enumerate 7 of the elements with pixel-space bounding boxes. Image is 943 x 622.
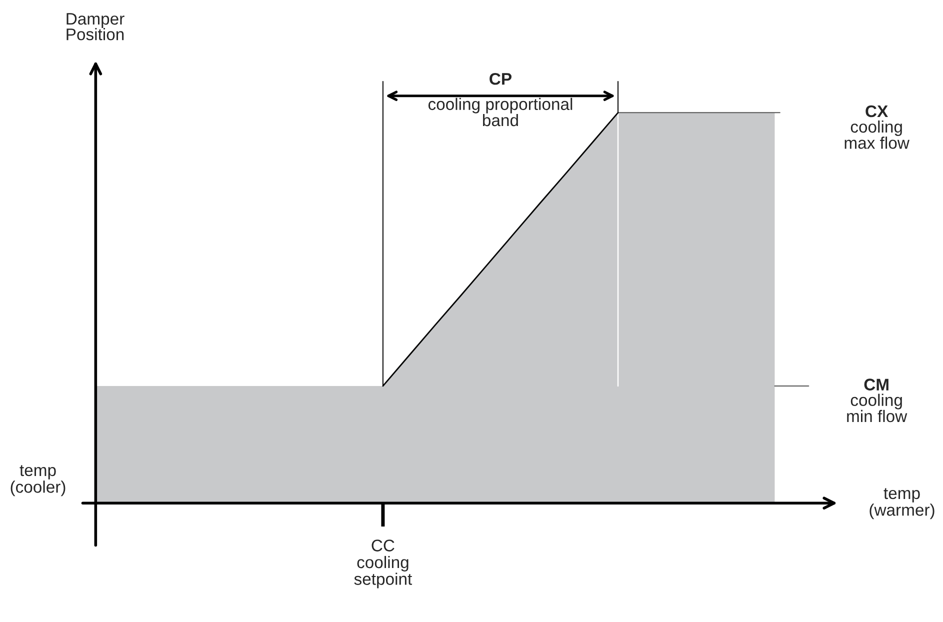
x-axis-title: temp (warmer) [870,488,934,520]
y-axis-title: Damper Position [66,13,124,40]
text: CM cooling min flow [847,378,908,422]
text: temp (cooler) [10,465,66,496]
annotation: CP cooling proportional band [428,72,572,126]
text: CC cooling setpoint [354,540,412,588]
text: CX cooling max flow [844,105,910,149]
